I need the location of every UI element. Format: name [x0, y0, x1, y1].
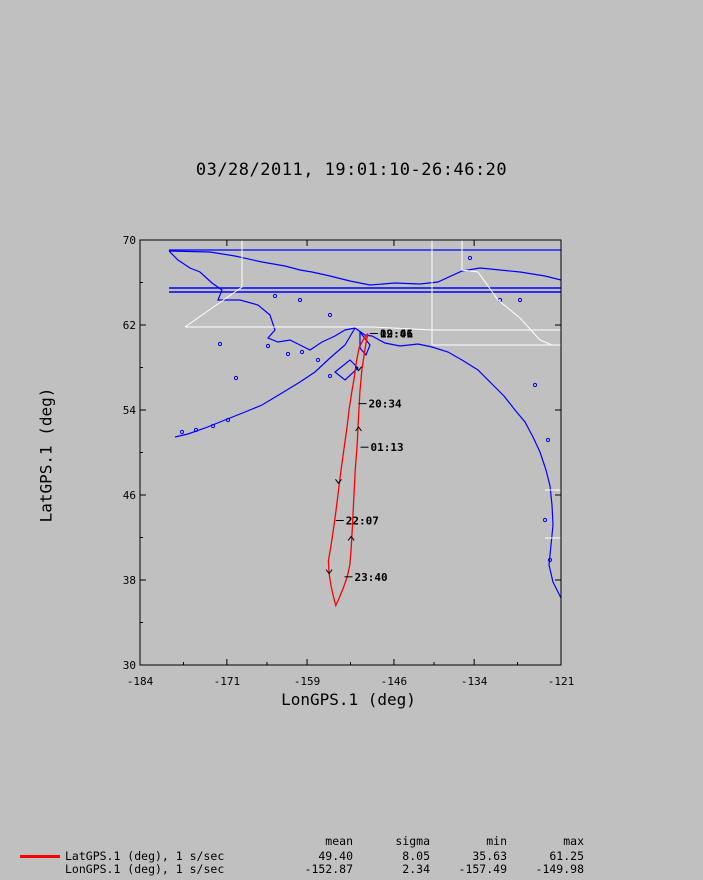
direction-arrow-1	[355, 426, 362, 432]
island-1	[193, 427, 199, 433]
x-tick-label: -184	[127, 675, 154, 688]
border-0	[184, 240, 243, 328]
island-17	[542, 517, 548, 523]
legend-swatch-lat	[20, 855, 60, 858]
island-7	[299, 349, 305, 355]
border-3	[461, 240, 553, 346]
legend-header-min: min	[486, 834, 507, 848]
y-tick-label: 38	[123, 574, 136, 587]
time-label-3: 23:40	[354, 571, 387, 584]
legend-lat-min: 35.63	[472, 849, 507, 863]
island-2	[210, 423, 216, 429]
legend-row-lon: LonGPS.1 (deg), 1 s/sec -152.87 2.34 -15…	[0, 862, 703, 876]
y-tick-label: 54	[123, 404, 137, 417]
island-12	[272, 293, 278, 299]
legend-label-lat: LatGPS.1 (deg), 1 s/sec	[65, 849, 225, 863]
y-tick-label: 30	[123, 659, 136, 672]
direction-arrow-3	[347, 535, 355, 541]
island-0	[179, 429, 185, 435]
island-20	[517, 297, 523, 303]
x-tick-label: -171	[214, 675, 241, 688]
legend-header: mean sigma min max	[0, 834, 703, 848]
time-label-0: 20:34	[369, 398, 402, 411]
time-label-4: 19:01	[380, 328, 413, 341]
legend-lat-mean: 49.40	[318, 849, 353, 863]
time-label-1: 01:13	[371, 441, 404, 454]
island-10	[217, 341, 223, 347]
island-6	[285, 351, 291, 357]
legend-lat-max: 61.25	[549, 849, 584, 863]
chart-title: 03/28/2011, 19:01:10-26:46:20	[195, 160, 508, 180]
border-1	[185, 326, 561, 331]
legend-lat-sigma: 8.05	[402, 849, 430, 863]
legend-header-sigma: sigma	[395, 834, 430, 848]
axes: -184 -171 -159 -146 -134 -121 30 38 46 54 62 70	[123, 234, 575, 688]
y-tick-label: 70	[123, 234, 136, 247]
island-5	[265, 343, 271, 349]
coastline-3	[174, 327, 356, 438]
coastline-2	[354, 327, 562, 599]
series-line-0	[327, 333, 369, 608]
x-tick-label: -159	[294, 675, 321, 688]
x-tick-label: -134	[461, 675, 488, 688]
island-19	[467, 255, 473, 261]
coastline-0	[168, 250, 562, 286]
border-2	[431, 240, 561, 346]
island-16	[545, 437, 551, 443]
y-tick-label: 62	[123, 319, 136, 332]
island-11	[297, 297, 303, 303]
basemap	[140, 240, 562, 665]
legend-header-mean: mean	[325, 834, 353, 848]
legend-lon-min: -157.49	[458, 862, 507, 876]
legend-row-lat: LatGPS.1 (deg), 1 s/sec 49.40 8.05 35.63…	[0, 849, 703, 863]
island-8	[315, 357, 321, 363]
direction-arrow-2	[335, 479, 342, 485]
legend-lon-mean: -152.87	[304, 862, 353, 876]
y-tick-label: 46	[123, 489, 136, 502]
island-9	[327, 373, 333, 379]
plot-area: -184 -171 -159 -146 -134 -121 30 38 46 54 62 70 20:…	[123, 234, 575, 688]
island-15	[532, 382, 538, 388]
island-4	[233, 375, 239, 381]
time-label-5: 02:46	[380, 328, 413, 341]
direction-arrow-0	[355, 366, 362, 372]
x-tick-label: -121	[548, 675, 575, 688]
island-18	[547, 557, 553, 563]
legend-lon-sigma: 2.34	[402, 862, 430, 876]
direction-arrow-4	[325, 569, 333, 575]
flight-track	[327, 333, 369, 608]
legend-header-max: max	[563, 834, 584, 848]
island-13	[327, 312, 333, 318]
coastline-1	[168, 250, 356, 351]
x-axis-label: LonGPS.1 (deg)	[281, 690, 416, 709]
legend-lon-max: -149.98	[535, 862, 584, 876]
time-label-2: 22:07	[346, 515, 379, 528]
plot-background	[140, 240, 561, 665]
x-tick-label: -146	[381, 675, 408, 688]
legend-label-lon: LonGPS.1 (deg), 1 s/sec	[65, 862, 225, 876]
y-axis-label: LatGPS.1 (deg)	[36, 387, 56, 523]
island-3	[225, 417, 231, 423]
coastline-4	[334, 359, 359, 381]
